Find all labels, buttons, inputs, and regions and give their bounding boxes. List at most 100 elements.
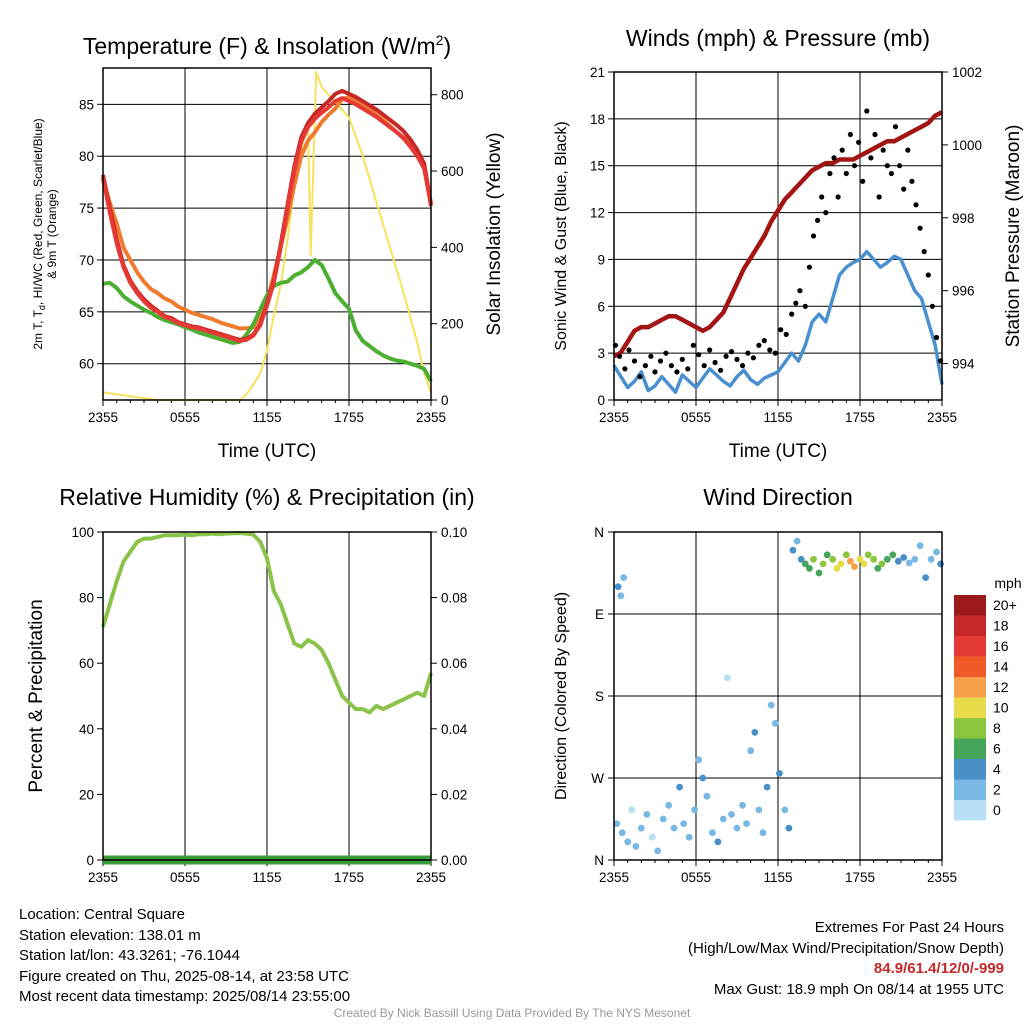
legend-swatch <box>954 718 986 739</box>
y2-axis-label: Solar Insolation (Yellow) <box>484 132 505 335</box>
legend-label: 0 <box>993 802 1001 818</box>
legend-label: 12 <box>993 679 1009 695</box>
y-axis-label: 2m T, Td, HI/WC (Red, Green, Scarlet/Blu… <box>31 118 47 349</box>
direction-point <box>632 842 640 850</box>
temperature-chart: 2355 0555 1155 1755 2355 60 65 70 75 80 85 0 200 400 6… <box>31 32 505 462</box>
gust-point <box>856 139 862 145</box>
legend-swatch <box>954 800 986 821</box>
direction-point <box>763 783 771 791</box>
gust-point <box>701 363 707 369</box>
legend-label: 2 <box>993 782 1001 798</box>
x-tick-label: 1155 <box>763 870 792 885</box>
x-tick-label: 1755 <box>334 410 364 425</box>
gust-point <box>739 363 746 369</box>
gust-point <box>793 300 799 306</box>
direction-point <box>870 555 878 563</box>
gust-point <box>876 194 882 200</box>
direction-point <box>747 747 755 755</box>
y-tick-label: 65 <box>79 305 94 320</box>
x-tick-label: 2355 <box>88 870 118 885</box>
gust-point <box>685 366 691 372</box>
gust-point <box>663 350 669 356</box>
y-tick-label: 75 <box>79 201 94 216</box>
gust-point <box>892 124 899 130</box>
direction-point <box>856 555 864 563</box>
gust-point <box>884 163 890 169</box>
y2-tick-label: 0.06 <box>441 656 467 671</box>
legend-swatch <box>954 636 986 657</box>
y2-tick-label: 994 <box>952 357 975 372</box>
direction-point <box>659 815 667 823</box>
recent-data-timestamp: Most recent data timestamp: 2025/08/14 2… <box>19 988 351 1005</box>
chart-title: Relative Humidity (%) & Precipitation (i… <box>59 484 474 510</box>
series-line-pressure <box>612 110 944 359</box>
x-tick-label: 2355 <box>416 410 446 425</box>
plot-frame <box>613 71 943 401</box>
plot-frame <box>102 67 432 401</box>
gust-point <box>797 288 803 294</box>
y2-tick-label: 0.08 <box>441 591 467 606</box>
gust-point <box>750 355 757 361</box>
direction-point <box>851 563 858 570</box>
max-gust: Max Gust: 18.9 mph On 08/14 at 1955 UTC <box>713 980 1004 998</box>
legend-label: 14 <box>993 659 1009 675</box>
direction-point <box>842 551 850 559</box>
direction-point <box>905 559 913 567</box>
y-axis-label-part: 2m T, T <box>31 309 45 349</box>
gust-point <box>872 131 878 138</box>
y-tick-label: 60 <box>79 656 94 671</box>
y-axis-label: Percent & Precipitation <box>26 599 47 792</box>
direction-point <box>927 555 935 563</box>
direction-point <box>823 551 831 559</box>
y2-tick-label: 0.00 <box>441 853 467 868</box>
x-tick-label: 0555 <box>681 870 711 885</box>
direction-point <box>759 829 767 837</box>
y-tick-label: 12 <box>590 206 605 221</box>
direction-point <box>833 565 841 572</box>
series-line-hiwc <box>101 96 433 343</box>
y-tick-label: 80 <box>79 591 94 606</box>
direction-point <box>900 554 908 561</box>
winds-pressure-chart: 2355 0555 1155 1755 2355 0 3 6 9 12 15 18 21 994 996 99… <box>553 25 1024 462</box>
direction-point <box>614 583 622 591</box>
gust-point <box>772 350 778 356</box>
direction-point <box>933 548 940 556</box>
gust-point <box>909 178 915 184</box>
direction-point <box>819 560 827 568</box>
chart-title: Temperature (F) & Insolation (W/m2) <box>83 32 451 59</box>
direction-point <box>911 555 919 563</box>
gust-point <box>835 194 841 200</box>
legend-label: 16 <box>993 638 1009 654</box>
chart-title: Winds (mph) & Pressure (mb) <box>626 25 930 51</box>
y2-tick-label: 600 <box>441 164 464 179</box>
y-tick-label: S <box>595 689 604 704</box>
series-line-wind <box>612 249 944 394</box>
direction-point <box>643 811 651 818</box>
extremes-title: Extremes For Past 24 Hours <box>814 919 1004 936</box>
gust-point <box>929 303 936 309</box>
station-latlon: Station lat/lon: 43.3261; -76.1044 <box>19 947 241 964</box>
gust-point <box>626 347 632 353</box>
gust-point <box>668 363 675 369</box>
x-tick-label: 1755 <box>845 870 875 885</box>
direction-point <box>680 820 688 827</box>
y-tick-label: 40 <box>79 722 94 737</box>
legend-swatch <box>954 656 986 677</box>
y-tick-label: 21 <box>590 65 605 80</box>
gust-point <box>767 347 773 353</box>
direction-point <box>739 801 746 809</box>
y-tick-label: 85 <box>79 97 94 112</box>
legend-label: 20+ <box>993 597 1017 613</box>
direction-point <box>709 829 716 837</box>
y-tick-label: 0 <box>597 393 605 408</box>
direction-point <box>797 555 805 563</box>
gust-point <box>712 359 718 366</box>
y-tick-label: 0 <box>86 853 94 868</box>
x-tick-label: 1155 <box>763 410 792 425</box>
x-tick-label: 2355 <box>416 870 446 885</box>
direction-point <box>743 820 750 827</box>
y-tick-label: E <box>595 607 604 622</box>
y-tick-label: 20 <box>79 787 94 802</box>
extremes-panel: Extremes For Past 24 Hours (High/Low/Max… <box>688 918 1004 1000</box>
gust-point <box>674 369 680 375</box>
